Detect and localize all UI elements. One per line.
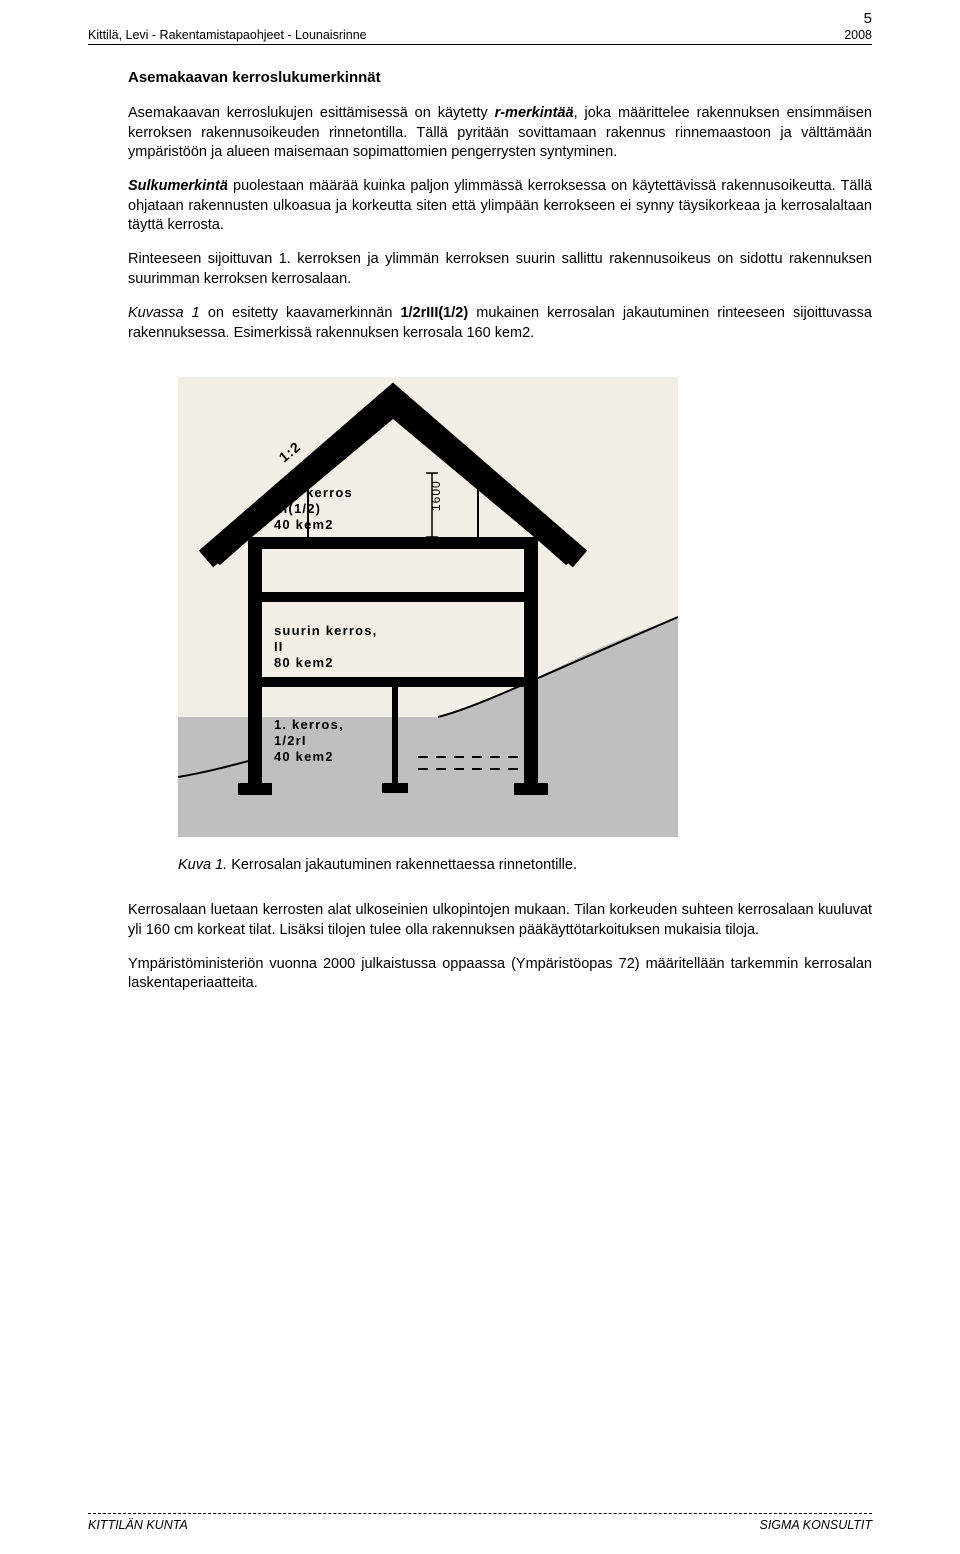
paragraph-5: Kerrosalaan luetaan kerrosten alat ulkos… [88, 901, 872, 940]
floor3-area: 40 kem2 [274, 517, 334, 532]
house-diagram: 1600 1:2 ylin kerros III(1/2) 40 kem2 su… [178, 377, 678, 837]
page-number: 5 [864, 10, 872, 27]
dim-1600-text: 1600 [429, 480, 443, 511]
floor2-area: 80 kem2 [274, 655, 334, 670]
section-title: Asemakaavan kerroslukumerkinnät [88, 69, 872, 86]
footpad-right [514, 783, 548, 795]
para4-b: on esitetty kaavamerkinnän [200, 305, 401, 321]
footer-left: KITTILÄN KUNTA [88, 1518, 188, 1532]
para4-code: 1/2rIII(1/2) [400, 305, 468, 321]
para2-text-b: puolestaan määrää kuinka paljon ylimmäss… [128, 178, 872, 233]
wall-right [524, 547, 538, 787]
wall-left [248, 547, 262, 719]
footer-right: SIGMA KONSULTIT [759, 1518, 872, 1532]
paragraph-1: Asemakaavan kerroslukujen esittämisessä … [88, 104, 872, 163]
floor2-title: suurin kerros, [274, 623, 378, 638]
page-footer: KITTILÄN KUNTA SIGMA KONSULTIT [88, 1513, 872, 1532]
para1-text-a: Asemakaavan kerroslukujen esittämisessä … [128, 105, 495, 121]
floor3-title: ylin kerros [274, 485, 353, 500]
floor-2-slab [248, 592, 538, 602]
footpad-mid [382, 783, 408, 793]
paragraph-3: Rinteeseen sijoittuvan 1. kerroksen ja y… [88, 250, 872, 289]
caption-num: Kuva 1. [178, 857, 227, 873]
paragraph-6: Ympäristöministeriön vuonna 2000 julkais… [88, 955, 872, 994]
figure-1-caption: Kuva 1. Kerrosalan jakautuminen rakennet… [88, 857, 872, 873]
figure-1: 1600 1:2 ylin kerros III(1/2) 40 kem2 su… [88, 377, 872, 837]
pier-left [248, 717, 262, 787]
caption-text: Kerrosalan jakautuminen rakennettaessa r… [227, 857, 577, 873]
floor-3-slab [248, 537, 538, 549]
paragraph-2: Sulkumerkintä puolestaan määrää kuinka p… [88, 177, 872, 236]
header-left: Kittilä, Levi - Rakentamistapaohjeet - L… [88, 28, 367, 42]
document-page: 5 Kittilä, Levi - Rakentamistapaohjeet -… [0, 0, 960, 1554]
footpad-left [238, 783, 272, 795]
para1-em: r-merkintää [495, 105, 574, 121]
floor1-area: 40 kem2 [274, 749, 334, 764]
floor-1-slab [262, 677, 524, 687]
floor2-code: II [274, 639, 284, 654]
floor1-title: 1. kerros, [274, 717, 344, 732]
para2-em: Sulkumerkintä [128, 178, 228, 194]
paragraph-4: Kuvassa 1 on esitetty kaavamerkinnän 1/2… [88, 304, 872, 343]
floor3-code: III(1/2) [274, 501, 321, 516]
page-header: Kittilä, Levi - Rakentamistapaohjeet - L… [88, 28, 872, 45]
pier-mid [392, 683, 398, 783]
floor1-code: 1/2rI [274, 733, 307, 748]
header-right: 2008 [844, 28, 872, 42]
para4-kuva: Kuvassa 1 [128, 305, 200, 321]
